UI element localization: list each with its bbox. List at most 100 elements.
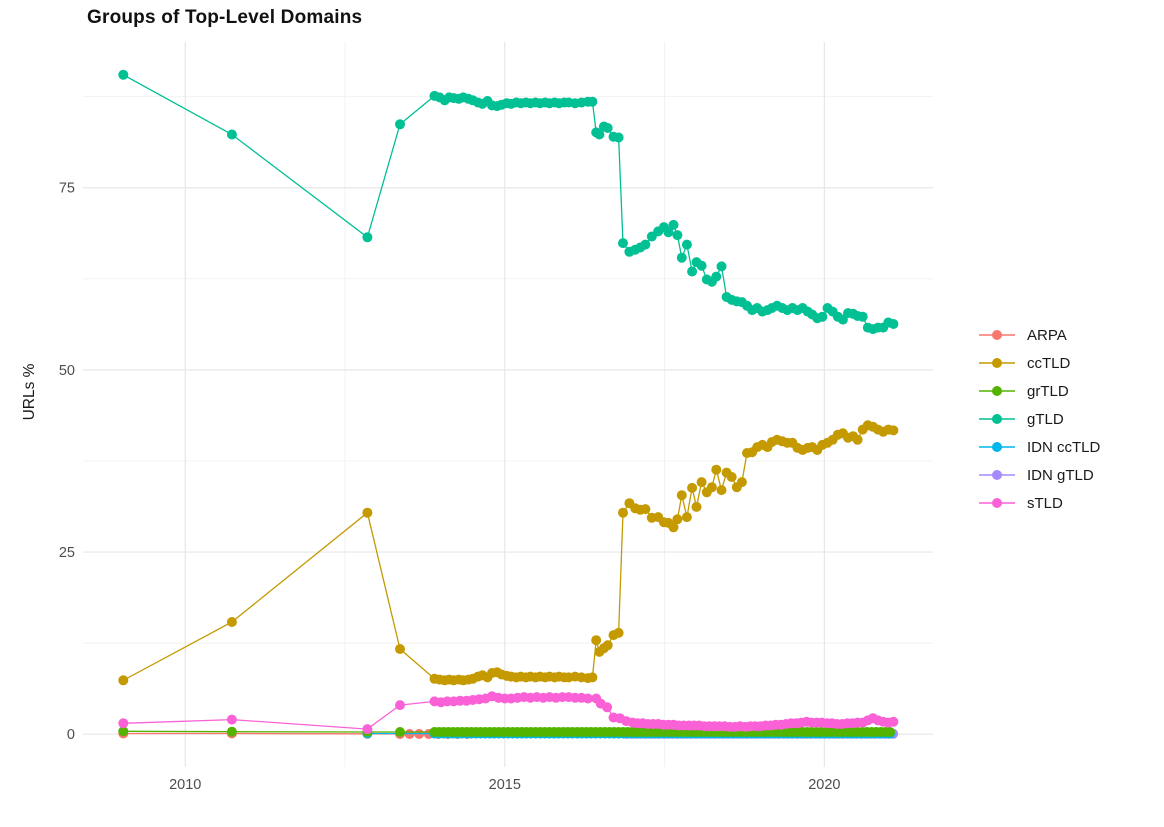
- legend-item: gTLD: [978, 405, 1100, 433]
- legend-label: grTLD: [1027, 382, 1069, 400]
- legend-key-icon: [979, 414, 1015, 424]
- data-point: [672, 230, 683, 241]
- data-point: [582, 693, 593, 704]
- data-point: [711, 464, 722, 475]
- data-point: [676, 252, 687, 263]
- legend-key-point: [992, 498, 1002, 508]
- data-point: [687, 482, 698, 493]
- y-tick-label: 0: [67, 727, 75, 743]
- data-point: [696, 477, 707, 488]
- data-point: [118, 675, 129, 686]
- data-point: [602, 123, 613, 133]
- series-ccTLD: [118, 420, 899, 686]
- y-tick-label: 25: [59, 545, 75, 561]
- legend-item: sTLD: [978, 489, 1100, 517]
- data-point: [852, 434, 863, 445]
- data-point: [691, 501, 702, 512]
- data-point: [226, 726, 237, 737]
- data-point: [687, 266, 698, 277]
- data-point: [716, 485, 727, 496]
- series-gTLD: [118, 69, 899, 335]
- data-point: [226, 617, 237, 627]
- legend-key-point: [992, 414, 1002, 424]
- legend-key-point: [992, 442, 1002, 452]
- series-grTLD: [118, 726, 896, 737]
- data-point: [888, 319, 899, 329]
- legend-key-icon: [979, 330, 1015, 340]
- legend-label: gTLD: [1027, 410, 1064, 428]
- data-point: [676, 490, 687, 501]
- data-point: [226, 714, 237, 725]
- data-point: [118, 718, 129, 729]
- major-gridlines: [83, 42, 933, 767]
- data-point: [706, 482, 717, 493]
- data-point: [613, 132, 624, 143]
- data-point: [395, 727, 405, 737]
- legend-key-point: [992, 330, 1002, 340]
- y-tick-label: 50: [59, 363, 75, 379]
- series-line: [122, 74, 894, 330]
- legend-item: ccTLD: [978, 349, 1100, 377]
- y-axis-title: URLs %: [21, 363, 38, 421]
- data-point: [668, 522, 679, 533]
- legend-key-icon: [979, 498, 1015, 508]
- legend: ARPA ccTLD grTLD gTLD IDN ccTLD IDN gTLD sTLD: [978, 321, 1100, 517]
- x-tick-label: 2010: [169, 777, 201, 793]
- data-point: [395, 700, 405, 711]
- legend-key-icon: [979, 442, 1015, 452]
- data-point: [594, 129, 605, 140]
- data-point: [226, 129, 237, 140]
- legend-key-point: [992, 470, 1002, 480]
- legend-label: sTLD: [1027, 494, 1063, 512]
- data-point: [885, 727, 896, 737]
- minor-gridlines: [83, 42, 933, 767]
- data-point: [395, 119, 405, 130]
- data-point: [640, 239, 651, 250]
- legend-label: ARPA: [1027, 326, 1067, 344]
- series-sTLD: [118, 691, 899, 735]
- data-point: [857, 311, 868, 322]
- data-point: [362, 724, 373, 735]
- legend-item: ARPA: [978, 321, 1100, 349]
- data-point: [736, 477, 747, 488]
- data-point: [681, 239, 692, 250]
- data-point: [618, 238, 628, 249]
- legend-key-icon: [979, 386, 1015, 396]
- data-point: [395, 644, 405, 654]
- data-point: [716, 261, 727, 272]
- data-point: [118, 726, 129, 737]
- data-point: [668, 219, 679, 230]
- x-axis-tick-labels: 2010 2015 2020: [169, 777, 840, 793]
- data-point: [587, 96, 598, 107]
- data-point: [602, 702, 613, 713]
- data-point: [362, 507, 373, 518]
- data-point: [362, 232, 373, 243]
- data-point: [817, 311, 828, 322]
- data-point: [726, 472, 737, 482]
- data-point: [696, 260, 707, 271]
- data-point: [602, 640, 613, 651]
- legend-item: IDN gTLD: [978, 461, 1100, 489]
- legend-label: IDN gTLD: [1027, 466, 1094, 484]
- data-point: [888, 716, 899, 727]
- data-point: [587, 672, 598, 683]
- y-axis-tick-labels: 0 25 50 75: [59, 181, 75, 743]
- legend-key-icon: [979, 470, 1015, 480]
- legend-label: IDN ccTLD: [1027, 438, 1101, 456]
- x-tick-label: 2020: [808, 777, 840, 793]
- data-point: [118, 69, 129, 80]
- data-point: [613, 627, 624, 638]
- chart-title: Groups of Top-Level Domains: [87, 7, 363, 28]
- data-point: [591, 635, 602, 646]
- series-line: [122, 424, 894, 681]
- legend-item: IDN ccTLD: [978, 433, 1100, 461]
- data-point: [640, 504, 651, 515]
- data-point: [711, 271, 722, 282]
- data-point: [888, 425, 899, 436]
- data-point: [672, 514, 683, 525]
- x-tick-label: 2015: [489, 777, 521, 793]
- legend-key-point: [992, 386, 1002, 396]
- y-tick-label: 75: [59, 181, 75, 197]
